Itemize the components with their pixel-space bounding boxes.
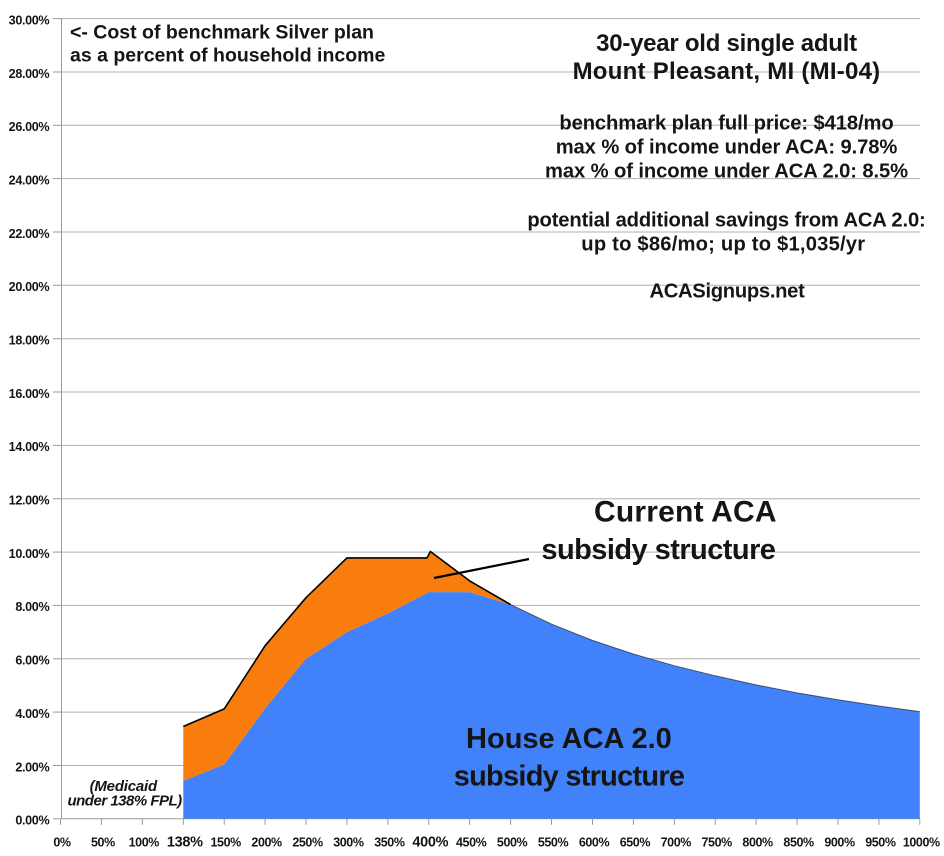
svg-text:750%: 750% xyxy=(702,835,733,849)
svg-text:30-year old single adult: 30-year old single adult xyxy=(596,30,857,57)
svg-text:800%: 800% xyxy=(742,835,773,849)
svg-text:(Medicaid: (Medicaid xyxy=(90,778,158,795)
svg-text:850%: 850% xyxy=(783,835,814,849)
svg-text:0%: 0% xyxy=(53,835,71,849)
svg-text:under 138% FPL): under 138% FPL) xyxy=(67,793,182,810)
svg-text:300%: 300% xyxy=(333,835,364,849)
svg-text:550%: 550% xyxy=(538,835,569,849)
svg-text:14.00%: 14.00% xyxy=(9,440,50,454)
svg-text:ACASignups.net: ACASignups.net xyxy=(649,281,805,303)
svg-text:12.00%: 12.00% xyxy=(9,494,50,508)
svg-text:400%: 400% xyxy=(412,834,448,850)
svg-text:138%: 138% xyxy=(167,834,203,850)
svg-text:Mount Pleasant, MI (MI-04): Mount Pleasant, MI (MI-04) xyxy=(573,58,881,85)
svg-text:900%: 900% xyxy=(824,835,855,849)
svg-text:500%: 500% xyxy=(497,835,528,849)
svg-text:subsidy structure: subsidy structure xyxy=(541,534,775,566)
svg-text:10.00%: 10.00% xyxy=(9,547,50,561)
svg-text:16.00%: 16.00% xyxy=(9,387,50,401)
svg-text:max % of income under ACA 2.0:: max % of income under ACA 2.0: 8.5% xyxy=(545,161,908,183)
svg-text:650%: 650% xyxy=(620,835,651,849)
svg-text:20.00%: 20.00% xyxy=(9,280,50,294)
svg-text:4.00%: 4.00% xyxy=(15,707,49,721)
svg-text:350%: 350% xyxy=(374,835,405,849)
svg-text:<- Cost of benchmark Silver pl: <- Cost of benchmark Silver plan xyxy=(70,22,374,44)
svg-text:18.00%: 18.00% xyxy=(9,334,50,348)
svg-text:1000%: 1000% xyxy=(903,835,940,849)
svg-text:2.00%: 2.00% xyxy=(15,760,49,774)
svg-text:700%: 700% xyxy=(661,835,692,849)
svg-text:0.00%: 0.00% xyxy=(15,814,49,828)
svg-text:100%: 100% xyxy=(129,835,160,849)
svg-text:50%: 50% xyxy=(91,835,115,849)
svg-text:250%: 250% xyxy=(292,835,323,849)
svg-text:24.00%: 24.00% xyxy=(9,173,50,187)
svg-text:950%: 950% xyxy=(865,835,896,849)
svg-text:potential additional savings f: potential additional savings from ACA 2.… xyxy=(527,210,925,232)
svg-text:450%: 450% xyxy=(456,835,487,849)
svg-text:28.00%: 28.00% xyxy=(9,67,50,81)
svg-text:as a percent of household inco: as a percent of household income xyxy=(70,45,385,67)
svg-text:150%: 150% xyxy=(211,835,242,849)
svg-text:subsidy structure: subsidy structure xyxy=(454,761,685,793)
svg-text:26.00%: 26.00% xyxy=(9,120,50,134)
svg-text:Current ACA: Current ACA xyxy=(594,496,777,529)
svg-text:600%: 600% xyxy=(579,835,610,849)
svg-text:6.00%: 6.00% xyxy=(15,654,49,668)
svg-text:up to $86/mo; up to $1,035/yr: up to $86/mo; up to $1,035/yr xyxy=(581,234,865,256)
svg-text:benchmark plan full price: $41: benchmark plan full price: $418/mo xyxy=(559,113,893,135)
svg-text:House ACA 2.0: House ACA 2.0 xyxy=(466,723,672,755)
svg-text:22.00%: 22.00% xyxy=(9,227,50,241)
svg-text:30.00%: 30.00% xyxy=(9,13,50,27)
svg-text:200%: 200% xyxy=(251,835,282,849)
svg-text:max % of income under ACA: 9.7: max % of income under ACA: 9.78% xyxy=(556,137,898,159)
svg-text:8.00%: 8.00% xyxy=(15,600,49,614)
